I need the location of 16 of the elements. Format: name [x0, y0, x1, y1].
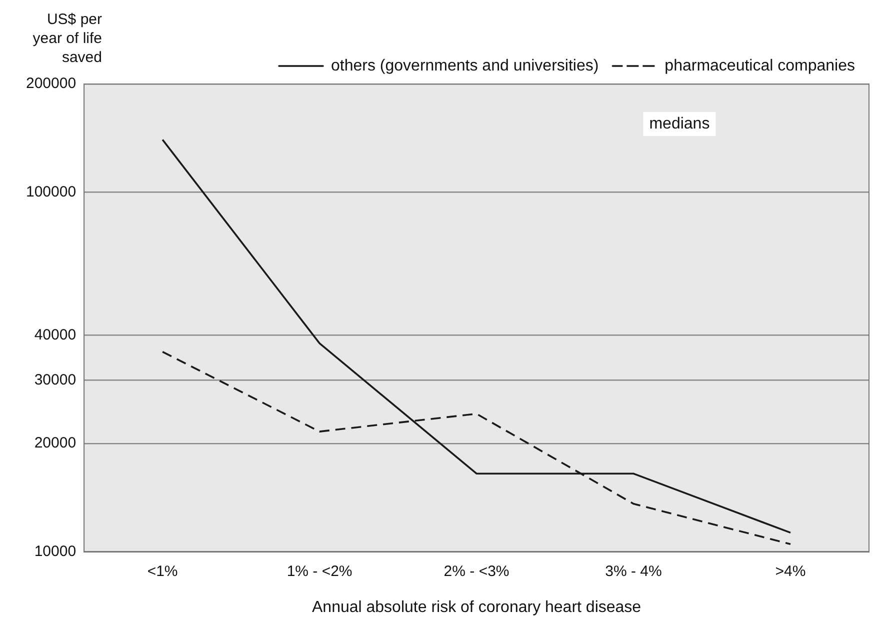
legend-label: pharmaceutical companies [664, 57, 856, 74]
y-axis-title: US$ per year of life saved [32, 10, 102, 67]
y-tick-label: 200000 [26, 75, 76, 92]
y-tick-label: 20000 [34, 434, 76, 452]
y-tick-label: 100000 [26, 183, 76, 200]
x-tick-label: 1% - <2% [286, 562, 352, 580]
legend-label: others (governments and universities) [331, 57, 599, 74]
x-tick-label: <1% [147, 562, 178, 580]
x-tick-label: >4% [775, 562, 806, 580]
x-axis-title: Annual absolute risk of coronary heart disease [312, 598, 642, 616]
x-tick-label: 3% - 4% [605, 562, 662, 580]
x-tick-label: 2% - <3% [444, 562, 510, 580]
annotation: medians [649, 115, 710, 132]
y-tick-label: 40000 [34, 326, 76, 344]
y-tick-label: 30000 [34, 371, 76, 388]
y-tick-label: 10000 [34, 542, 76, 560]
